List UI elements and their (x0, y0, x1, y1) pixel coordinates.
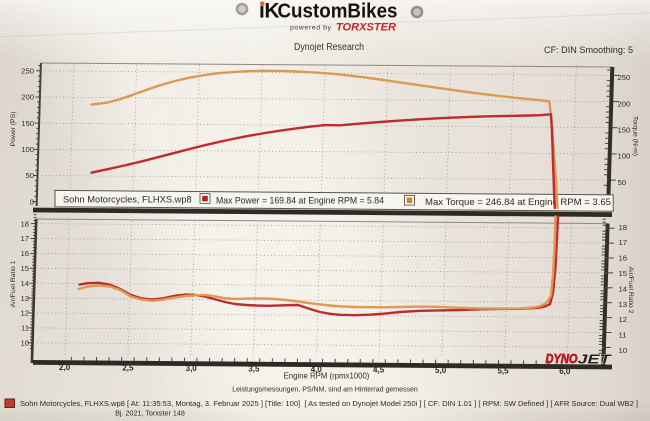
svg-text:DYNO: DYNO (546, 351, 578, 366)
svg-text:Max Power = 169.84 at Engine R: Max Power = 169.84 at Engine RPM = 5.84 (216, 195, 384, 205)
svg-text:100: 100 (618, 152, 631, 161)
svg-text:150: 150 (618, 126, 631, 135)
svg-text:10: 10 (619, 346, 628, 355)
svg-text:16: 16 (20, 249, 29, 258)
svg-text:14: 14 (619, 284, 628, 293)
svg-text:powered by: powered by (290, 25, 332, 32)
svg-text:Max Torque = 246.84 at Engine: Max Torque = 246.84 at Engine RPM = 3.65 (425, 197, 611, 207)
svg-text:TORXSTER: TORXSTER (336, 22, 396, 34)
svg-text:17: 17 (619, 238, 628, 247)
svg-text:CF: DIN Smoothing: 5: CF: DIN Smoothing: 5 (544, 45, 633, 56)
svg-text:50: 50 (618, 178, 627, 187)
svg-text:3,0: 3,0 (186, 364, 198, 373)
svg-text:15: 15 (20, 264, 29, 273)
svg-text:Air/Fuel Ratio 2: Air/Fuel Ratio 2 (627, 267, 634, 314)
svg-text:Dynojet Research: Dynojet Research (294, 41, 364, 53)
svg-text:iK: iK (259, 0, 279, 23)
svg-text:250: 250 (21, 67, 34, 76)
svg-text:Engine RPM (rpmx1000): Engine RPM (rpmx1000) (284, 372, 370, 381)
svg-text:17: 17 (20, 234, 29, 243)
svg-text:4,0: 4,0 (311, 365, 323, 374)
svg-text:5,5: 5,5 (497, 367, 509, 376)
svg-text:4,5: 4,5 (373, 366, 385, 375)
svg-text:13: 13 (619, 300, 628, 309)
svg-text:CustomBikes: CustomBikes (278, 1, 398, 23)
svg-text:3,5: 3,5 (248, 365, 260, 374)
svg-text:6,0: 6,0 (559, 367, 571, 376)
svg-text:200: 200 (21, 93, 34, 102)
svg-text:2,5: 2,5 (122, 364, 134, 373)
svg-text:15: 15 (619, 269, 628, 278)
svg-text:250: 250 (618, 73, 631, 82)
svg-text:14: 14 (20, 279, 29, 288)
svg-text:11: 11 (21, 324, 29, 333)
svg-text:0: 0 (30, 197, 34, 206)
svg-text:12: 12 (20, 309, 29, 318)
svg-text:2,0: 2,0 (59, 363, 71, 372)
svg-text:JET: JET (578, 352, 612, 367)
svg-text:11: 11 (619, 331, 627, 340)
svg-text:16: 16 (619, 254, 628, 263)
svg-text:18: 18 (619, 223, 628, 232)
svg-text:10: 10 (20, 339, 29, 348)
svg-text:50: 50 (25, 171, 34, 180)
svg-text:150: 150 (21, 119, 34, 128)
svg-text:Sohn Motorcycles, FLHXS.wp8: Sohn Motorcycles, FLHXS.wp8 (63, 194, 192, 204)
svg-text:13: 13 (20, 294, 29, 303)
svg-text:100: 100 (21, 145, 34, 154)
svg-text:Leistungsmessungen, PS/NM, sin: Leistungsmessungen, PS/NM, sind am Hinte… (232, 387, 418, 394)
svg-text:Bj. 2021, Torxster 148: Bj. 2021, Torxster 148 (115, 409, 185, 418)
svg-text:Air/Fuel Ratio 1: Air/Fuel Ratio 1 (10, 260, 17, 307)
svg-text:200: 200 (618, 99, 631, 108)
svg-text:5,0: 5,0 (435, 366, 447, 375)
svg-text:Sohn Motorcycles, FLHXS.wp8 [: Sohn Motorcycles, FLHXS.wp8 [ At: 11:35:… (20, 399, 638, 408)
svg-text:12: 12 (619, 315, 628, 324)
svg-text:Torque (N-m): Torque (N-m) (632, 116, 639, 156)
svg-text:18: 18 (20, 219, 29, 228)
svg-text:Power (PS): Power (PS) (10, 112, 17, 147)
